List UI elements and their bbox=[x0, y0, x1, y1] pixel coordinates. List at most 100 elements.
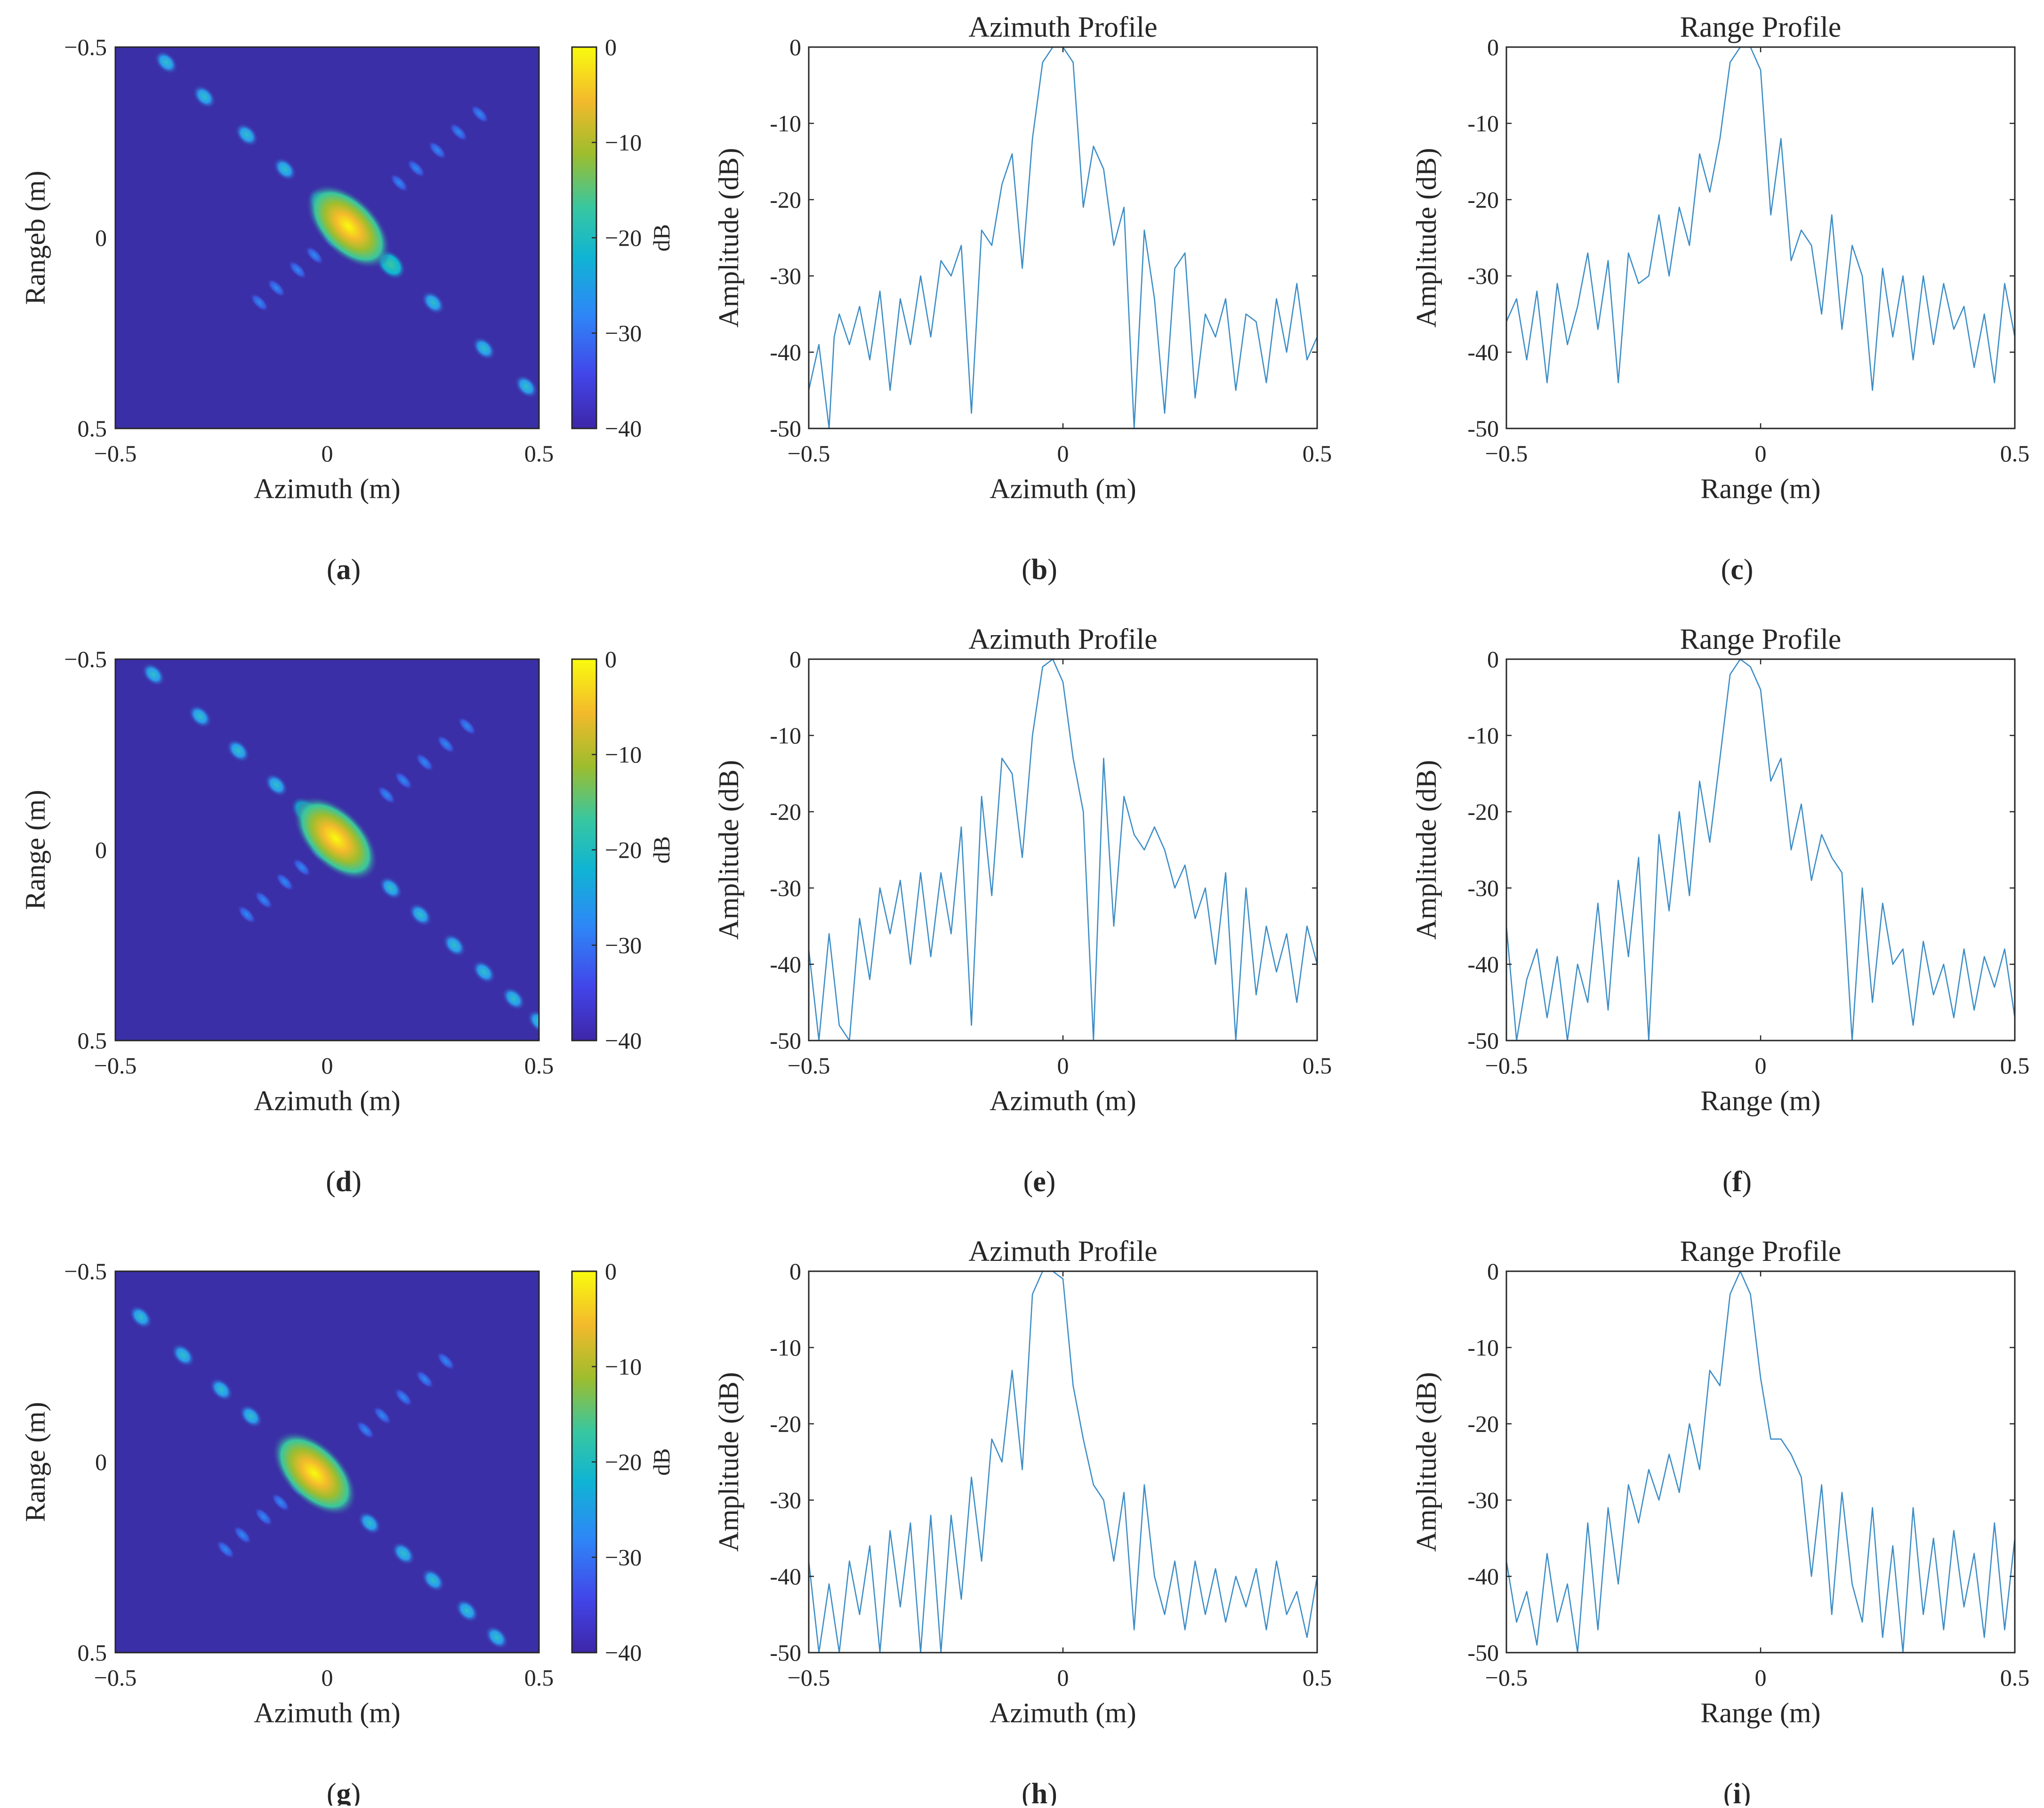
panel-e: −0.5 0 0.5 0 -10 -20 -30 -40 -50 Azimuth Profile A… bbox=[713, 623, 1332, 1198]
panel-b: −0.5 0 0.5 0 -10 -20 -30 -40 -50 Azimuth Profile A… bbox=[713, 11, 1332, 586]
heatmap-image bbox=[154, 50, 539, 399]
diagonal-sidelobe bbox=[154, 50, 178, 74]
x-tick-label: −0.5 bbox=[1485, 1664, 1528, 1691]
cross-sidelobe bbox=[275, 872, 295, 892]
y-tick-label: -50 bbox=[770, 1639, 801, 1666]
cross-sidelobe bbox=[457, 716, 477, 736]
y-tick-label: -50 bbox=[770, 415, 801, 442]
diagonal-sidelobe bbox=[472, 336, 496, 361]
x-tick-label: 0 bbox=[322, 440, 333, 467]
cross-sidelobe bbox=[406, 159, 426, 178]
y-tick-label: -20 bbox=[770, 799, 801, 825]
y-tick-label: -30 bbox=[770, 1487, 801, 1513]
x-tick-label: 0.5 bbox=[524, 1052, 554, 1079]
y-tick-label: -10 bbox=[770, 110, 801, 137]
diagonal-sidelobe bbox=[239, 1404, 263, 1429]
y-tick-label: -50 bbox=[1467, 1639, 1499, 1666]
cross-sidelobe bbox=[449, 122, 468, 142]
cross-sidelobe bbox=[288, 260, 307, 280]
cross-sidelobe bbox=[389, 173, 409, 193]
y-tick-label: 0 bbox=[95, 225, 107, 251]
y-tick-label: -40 bbox=[770, 951, 801, 977]
diagonal-sidelobe bbox=[527, 1009, 539, 1033]
y-tick-label: -10 bbox=[1467, 1334, 1499, 1361]
y-tick-label: 0 bbox=[95, 837, 107, 863]
cross-sidelobe bbox=[427, 140, 447, 160]
x-tick-label: −0.5 bbox=[1485, 1052, 1528, 1079]
y-tick-label: 0 bbox=[1487, 646, 1499, 672]
y-tick-label: -40 bbox=[770, 1563, 801, 1590]
diagonal-sidelobe bbox=[455, 1598, 479, 1623]
main-lobe bbox=[306, 184, 391, 269]
diagonal-sidelobe bbox=[188, 704, 212, 728]
cross-sidelobe bbox=[436, 1351, 456, 1371]
x-tick-label: −0.5 bbox=[788, 440, 830, 467]
x-tick-label: −0.5 bbox=[788, 1052, 830, 1079]
colorbar-tick-label: −40 bbox=[605, 1639, 642, 1666]
plot-area bbox=[1506, 47, 2015, 428]
x-tick-label: 0 bbox=[1057, 440, 1069, 467]
heatmap-frame bbox=[114, 46, 540, 429]
y-tick-label: -30 bbox=[770, 263, 801, 289]
x-tick-label: 0.5 bbox=[1303, 1052, 1332, 1079]
chart-title: Range Profile bbox=[1680, 623, 1842, 655]
panel-caption: (c) bbox=[1721, 554, 1754, 586]
panel-caption-letter: a bbox=[337, 554, 351, 586]
heatmap-frame bbox=[114, 658, 540, 1041]
y-axis-label: Range (m) bbox=[20, 790, 51, 910]
y-axis-label: Amplitude (dB) bbox=[713, 148, 744, 328]
x-tick-label: −0.5 bbox=[94, 440, 137, 467]
x-tick-label: 0.5 bbox=[1303, 1664, 1332, 1691]
panel-caption-letter: h bbox=[1031, 1778, 1047, 1806]
cross-sidelobe bbox=[216, 1540, 235, 1559]
y-tick-label: −0.5 bbox=[64, 646, 107, 672]
diagonal-sidelobe bbox=[264, 773, 289, 797]
panel-caption-letter: c bbox=[1730, 554, 1744, 586]
y-tick-label: -20 bbox=[770, 186, 801, 213]
x-tick-label: 0 bbox=[322, 1664, 333, 1691]
colorbar-tick-label: −10 bbox=[605, 1354, 642, 1380]
profile-line bbox=[809, 1271, 1317, 1653]
x-tick-label: −0.5 bbox=[94, 1664, 137, 1691]
x-tick-label: 0 bbox=[1755, 440, 1767, 467]
colorbar-tick-label: −40 bbox=[605, 1027, 642, 1054]
diagonal-sidelobe bbox=[472, 960, 496, 984]
y-tick-label: -20 bbox=[1467, 186, 1499, 213]
plot-area bbox=[809, 659, 1317, 1041]
colorbar-tick-label: 0 bbox=[605, 646, 617, 672]
x-tick-label: 0.5 bbox=[2000, 440, 2030, 467]
y-tick-label: 0 bbox=[1487, 1258, 1499, 1284]
colorbar-label: dB bbox=[648, 224, 675, 251]
cross-sidelobe bbox=[394, 771, 413, 790]
y-tick-label: 0.5 bbox=[78, 415, 107, 442]
diagonal-sidelobe bbox=[171, 1343, 195, 1367]
y-axis-label: Rangeb (m) bbox=[20, 171, 51, 305]
x-tick-label: 0 bbox=[1057, 1664, 1069, 1691]
y-tick-label: -50 bbox=[1467, 1027, 1499, 1054]
x-axis-label: Range (m) bbox=[1701, 1697, 1821, 1728]
x-axis-label: Azimuth (m) bbox=[254, 1085, 401, 1116]
profile-line bbox=[1506, 1271, 2015, 1653]
y-tick-label: -30 bbox=[1467, 1487, 1499, 1513]
y-tick-label: -40 bbox=[1467, 951, 1499, 977]
profile-line bbox=[1506, 47, 2015, 391]
chart-title: Range Profile bbox=[1680, 11, 1842, 43]
y-tick-label: -30 bbox=[1467, 263, 1499, 289]
x-axis-label: Azimuth (m) bbox=[990, 473, 1136, 504]
cross-sidelobe bbox=[372, 1405, 392, 1425]
heatmap-image bbox=[129, 1305, 509, 1650]
x-axis-label: Azimuth (m) bbox=[254, 1697, 401, 1728]
main-lobe bbox=[272, 1430, 357, 1516]
x-tick-label: 0.5 bbox=[524, 440, 554, 467]
x-tick-label: −0.5 bbox=[788, 1664, 830, 1691]
colorbar-tick-label: −30 bbox=[605, 1544, 642, 1571]
diagonal-sidelobe bbox=[421, 291, 445, 315]
heatmap-frame bbox=[114, 1270, 540, 1654]
panel-caption: (g) bbox=[327, 1778, 361, 1806]
diagonal-sidelobe bbox=[378, 876, 403, 900]
diagonal-sidelobe bbox=[421, 1568, 445, 1592]
y-tick-label: -20 bbox=[770, 1411, 801, 1437]
diagonal-sidelobe bbox=[192, 84, 217, 109]
diagonal-sidelobe bbox=[141, 662, 166, 686]
